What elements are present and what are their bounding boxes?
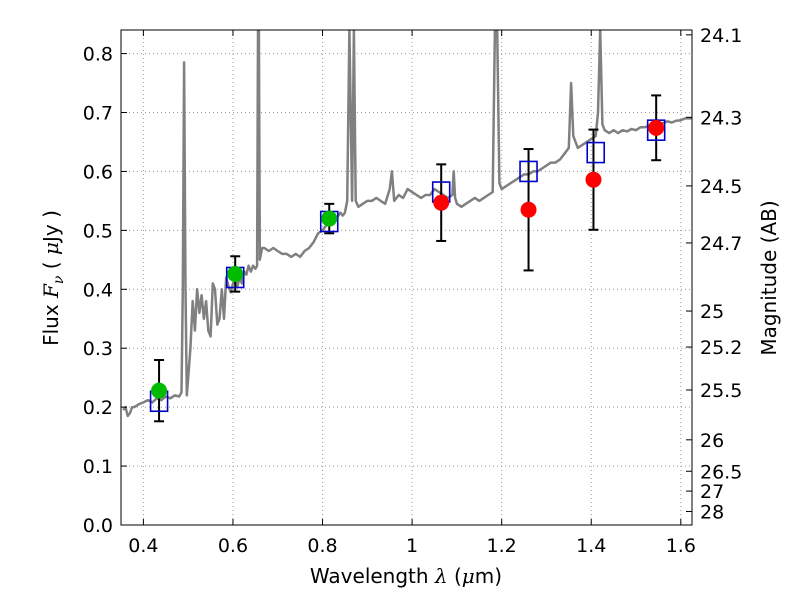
- magnitude-tick-label: 24.3: [700, 107, 742, 129]
- red-point: [648, 119, 665, 136]
- y-tick-labels: 0.0 0.1 0.2 0.3 0.4 0.5 0.6 0.7 0.8: [83, 44, 113, 537]
- y-tick-label: 0.5: [83, 220, 113, 242]
- magnitude-axis-label: Magnitude (AB): [757, 200, 781, 355]
- y-tick-label: 0.3: [83, 338, 113, 360]
- x-tick-label: 1.4: [576, 535, 606, 557]
- y-tick-label: 0.2: [83, 397, 113, 419]
- y-tick-label: 0.6: [83, 161, 113, 183]
- x-tick-label: 0.4: [128, 535, 158, 557]
- x-tick-labels: 0.4 0.6 0.8 1 1.2 1.4 1.6: [128, 535, 696, 557]
- red-point: [433, 194, 450, 211]
- green-point: [151, 382, 168, 399]
- magnitude-tick-label: 25.2: [700, 337, 742, 359]
- tick-marks: [121, 30, 692, 526]
- y-axis-label: Flux Fν ( μJy ): [39, 210, 67, 346]
- plot-frame: [120, 29, 693, 526]
- model-square: [586, 141, 606, 164]
- x-tick-label: 1.6: [666, 535, 696, 557]
- magnitude-tick-label: 24.5: [700, 176, 742, 198]
- red-point: [520, 201, 537, 218]
- x-tick-label: 1.2: [487, 535, 517, 557]
- spectrum-layer: [122, 30, 692, 418]
- y-tick-label: 0.0: [83, 515, 113, 537]
- magnitude-tick-label: 27: [700, 481, 724, 503]
- y-tick-label: 0.1: [83, 456, 113, 478]
- y-tick-label: 0.7: [83, 103, 113, 125]
- magnitude-tick-label: 24.1: [700, 25, 742, 47]
- red-point: [585, 171, 602, 188]
- grid: [121, 30, 692, 526]
- spectrum-line: [122, 30, 692, 418]
- x-axis-label: Wavelength λ (μm): [310, 564, 502, 588]
- x-tick-label: 0.6: [218, 535, 248, 557]
- x-tick-label: 0.8: [307, 535, 337, 557]
- magnitude-tick-label: 25: [700, 301, 724, 323]
- model-square: [519, 160, 538, 183]
- y-tick-label: 0.8: [83, 44, 113, 66]
- magnitude-tick-label: 28: [700, 502, 724, 524]
- observed-points: [151, 119, 665, 399]
- magnitude-tick-label: 25.5: [700, 380, 742, 402]
- magnitude-tick-label: 26: [700, 430, 724, 452]
- x-tick-label: 1: [406, 535, 418, 557]
- magnitude-tick-label: 26.5: [700, 461, 742, 483]
- magnitude-tick-label: 24.7: [700, 233, 742, 255]
- green-point: [321, 210, 338, 227]
- y-tick-label: 0.4: [83, 279, 113, 301]
- green-point: [227, 265, 244, 282]
